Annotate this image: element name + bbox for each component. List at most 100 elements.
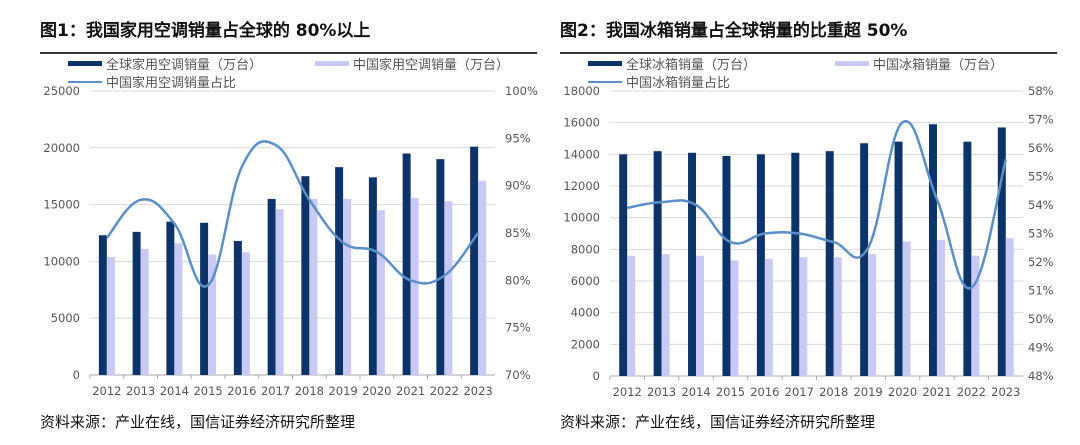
bar-global-2023 <box>997 127 1006 377</box>
legend-label: 中国家用空调销量占比 <box>106 76 237 91</box>
x-tick-label: 2015 <box>716 385 745 399</box>
legend-swatch-ratio <box>68 80 102 83</box>
legend-swatch-ratio <box>588 80 622 83</box>
ratio-line <box>626 119 1007 290</box>
y-tick-label: 6000 <box>571 274 600 288</box>
x-tick-label: 2013 <box>647 385 676 399</box>
x-tick-label: 2020 <box>888 385 917 399</box>
y2-tick-label: 100% <box>505 84 538 98</box>
x-tick-label: 2017 <box>261 384 290 398</box>
y2-tick-label: 51% <box>1028 284 1054 298</box>
x-tick-label: 2016 <box>227 384 256 398</box>
y2-tick-label: 85% <box>505 226 531 240</box>
bar-global-2021 <box>928 124 937 376</box>
bar-global-2012 <box>619 154 628 376</box>
y-tick-label: 18000 <box>563 84 600 98</box>
y2-tick-label: 52% <box>1028 255 1054 269</box>
y2-tick-label: 48% <box>1028 369 1054 383</box>
y2-tick-label: 49% <box>1028 341 1054 355</box>
bar-global-2023 <box>470 146 479 375</box>
bar-global-2018 <box>825 151 834 376</box>
chart2-legend-global: 全球冰箱销量（万台） <box>588 54 756 73</box>
bar-global-2021 <box>402 153 411 375</box>
bar-china-2014 <box>174 243 183 375</box>
x-tick-label: 2017 <box>785 385 814 399</box>
bar-china-2014 <box>696 255 705 376</box>
legend-label: 全球冰箱销量（万台） <box>626 58 757 73</box>
bar-china-2012 <box>106 256 115 375</box>
x-tick-label: 2012 <box>92 384 121 398</box>
bar-china-2016 <box>764 258 773 376</box>
bar-china-2013 <box>140 248 149 375</box>
bar-global-2015 <box>722 155 731 376</box>
chart2-divider <box>560 52 1057 54</box>
chart2-legend-china: 中国冰箱销量（万台） <box>835 54 1003 73</box>
chart1-divider <box>40 52 537 54</box>
chart1-legend-ratio: 中国家用空调销量占比 <box>68 72 236 91</box>
bar-global-2017 <box>267 198 276 375</box>
y2-tick-label: 54% <box>1028 198 1054 212</box>
bar-global-2020 <box>894 141 903 376</box>
y-tick-label: 25000 <box>43 84 80 98</box>
x-tick-label: 2021 <box>922 385 951 399</box>
y2-tick-label: 80% <box>505 273 531 287</box>
chart1-legend-china: 中国家用空调销量（万台） <box>315 54 509 73</box>
chart2-legend-ratio: 中国冰箱销量占比 <box>588 72 730 91</box>
y-tick-label: 0 <box>593 369 600 383</box>
bar-china-2013 <box>661 254 670 376</box>
bar-china-2021 <box>410 197 419 375</box>
bar-global-2014 <box>688 152 697 376</box>
bar-china-2023 <box>1005 238 1014 376</box>
x-tick-label: 2022 <box>957 385 986 399</box>
chart1-legend-global: 全球家用空调销量（万台） <box>68 54 262 73</box>
bar-china-2015 <box>730 260 739 376</box>
y-tick-label: 12000 <box>563 179 600 193</box>
y2-tick-label: 90% <box>505 179 531 193</box>
x-tick-label: 2013 <box>126 384 155 398</box>
x-tick-label: 2023 <box>463 384 492 398</box>
bar-china-2022 <box>971 255 980 376</box>
x-tick-label: 2022 <box>430 384 459 398</box>
bar-china-2015 <box>208 254 217 375</box>
bar-china-2017 <box>275 209 284 375</box>
y-tick-label: 0 <box>73 368 80 382</box>
y-tick-label: 5000 <box>51 311 80 325</box>
y2-tick-label: 57% <box>1028 113 1054 127</box>
y-tick-label: 15000 <box>43 198 80 212</box>
ratio-line <box>105 140 480 288</box>
bar-global-2016 <box>233 240 242 375</box>
chart1-source: 资料来源：产业在线，国信证券经济研究所整理 <box>40 413 356 431</box>
y2-tick-label: 50% <box>1028 312 1054 326</box>
legend-label: 中国家用空调销量（万台） <box>353 58 510 73</box>
bar-global-2016 <box>756 154 765 376</box>
bar-global-2022 <box>436 159 445 375</box>
bar-global-2012 <box>98 235 107 375</box>
bar-china-2020 <box>376 210 385 375</box>
y2-tick-label: 53% <box>1028 227 1054 241</box>
y-tick-label: 10000 <box>43 254 80 268</box>
bar-global-2015 <box>200 222 209 375</box>
bar-china-2012 <box>627 255 636 376</box>
bar-global-2013 <box>653 151 662 376</box>
y2-tick-label: 56% <box>1028 141 1054 155</box>
legend-label: 全球家用空调销量（万台） <box>106 58 263 73</box>
y2-tick-label: 75% <box>505 321 531 335</box>
bar-global-2014 <box>166 221 175 375</box>
y2-tick-label: 55% <box>1028 170 1054 184</box>
bar-china-2019 <box>868 254 877 376</box>
x-tick-label: 2023 <box>991 385 1020 399</box>
bar-china-2018 <box>309 198 318 375</box>
bar-china-2019 <box>343 198 352 375</box>
bar-global-2017 <box>791 152 800 376</box>
bar-global-2022 <box>963 141 972 376</box>
y-tick-label: 8000 <box>571 242 600 256</box>
y2-tick-label: 95% <box>505 131 531 145</box>
legend-label: 中国冰箱销量（万台） <box>873 58 1004 73</box>
y2-tick-label: 70% <box>505 368 531 382</box>
x-tick-label: 2020 <box>362 384 391 398</box>
y2-tick-label: 58% <box>1028 84 1054 98</box>
bar-china-2018 <box>833 257 842 376</box>
legend-label: 中国冰箱销量占比 <box>626 76 731 91</box>
bar-global-2018 <box>301 176 310 375</box>
